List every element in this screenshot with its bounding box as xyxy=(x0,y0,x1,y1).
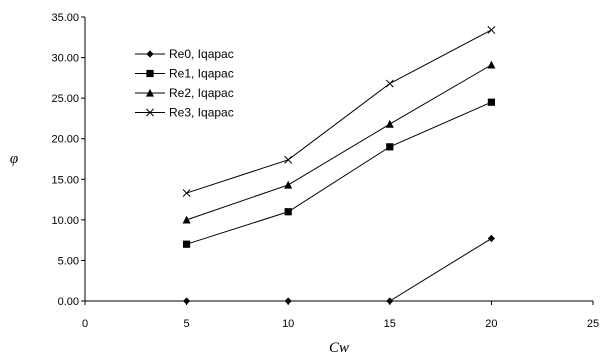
data-point-stroke xyxy=(385,79,394,88)
data-point xyxy=(183,297,191,305)
legend-entry: Re1, Iqapac xyxy=(135,67,234,81)
y-tick-label: 35.00 xyxy=(51,12,79,24)
legend: Re0, Iqapac Re1, Iqapac Re2, Iqapac Re3, Iq… xyxy=(135,47,234,120)
series-line xyxy=(186,29,492,194)
data-point xyxy=(385,119,394,128)
series-line xyxy=(186,64,492,221)
legend-marker xyxy=(146,50,154,58)
y-tick-label: 0.00 xyxy=(58,296,79,308)
data-point xyxy=(284,208,292,216)
data-point xyxy=(284,297,292,305)
data-point xyxy=(385,79,394,88)
x-axis-label: Cw xyxy=(329,340,349,356)
data-point xyxy=(183,240,191,248)
x-tick-label: 0 xyxy=(82,318,88,330)
series-group xyxy=(182,26,496,305)
data-point xyxy=(487,26,496,34)
y-tick-label: 10.00 xyxy=(51,215,79,227)
x-tick-label: 5 xyxy=(184,318,190,330)
data-point xyxy=(182,215,191,224)
series-3 xyxy=(182,26,496,198)
x-tick-label: 25 xyxy=(587,318,599,330)
data-point-stroke xyxy=(182,189,191,198)
legend-marker xyxy=(146,108,154,117)
y-tick-label: 20.00 xyxy=(51,134,79,146)
legend-label: Re1, Iqapac xyxy=(169,67,234,81)
series-2 xyxy=(182,60,496,224)
y-tick-label: 25.00 xyxy=(51,93,79,105)
data-point-stroke xyxy=(487,26,496,34)
data-point-stroke xyxy=(284,155,293,164)
legend-entry: Re0, Iqapac xyxy=(135,47,234,61)
x-tick-label: 10 xyxy=(282,318,294,330)
data-point xyxy=(182,189,191,198)
y-tick-label: 30.00 xyxy=(51,53,79,65)
data-point xyxy=(284,155,293,164)
legend-label: Re0, Iqapac xyxy=(169,47,234,61)
y-tick-label: 15.00 xyxy=(51,174,79,186)
series-0 xyxy=(183,234,495,305)
legend-marker xyxy=(146,69,154,78)
data-point xyxy=(487,234,495,243)
series-line xyxy=(186,101,492,245)
data-point xyxy=(386,143,394,151)
data-point xyxy=(487,60,496,69)
legend-marker xyxy=(146,88,154,97)
y-tick-label: 5.00 xyxy=(58,255,79,267)
legend-entry: Re3, Iqapac xyxy=(135,106,234,120)
x-tick-label: 20 xyxy=(485,318,497,330)
legend-label: Re3, Iqapac xyxy=(169,106,234,120)
legend-entry: Re2, Iqapac xyxy=(135,86,234,100)
data-point xyxy=(386,297,394,305)
legend-marker-stroke xyxy=(146,108,154,117)
y-axis-label: φ xyxy=(10,151,18,167)
tick-labels: 0.00 5.00 10.00 15.00 20.00 25.00 30.00 35.00 0 5… xyxy=(51,12,599,330)
legend-label: Re2, Iqapac xyxy=(169,86,234,100)
x-tick-label: 15 xyxy=(384,318,396,330)
data-point xyxy=(487,98,495,106)
plot-area xyxy=(85,17,593,301)
series-line xyxy=(186,238,492,302)
data-point xyxy=(284,180,293,189)
series-1 xyxy=(183,98,495,248)
